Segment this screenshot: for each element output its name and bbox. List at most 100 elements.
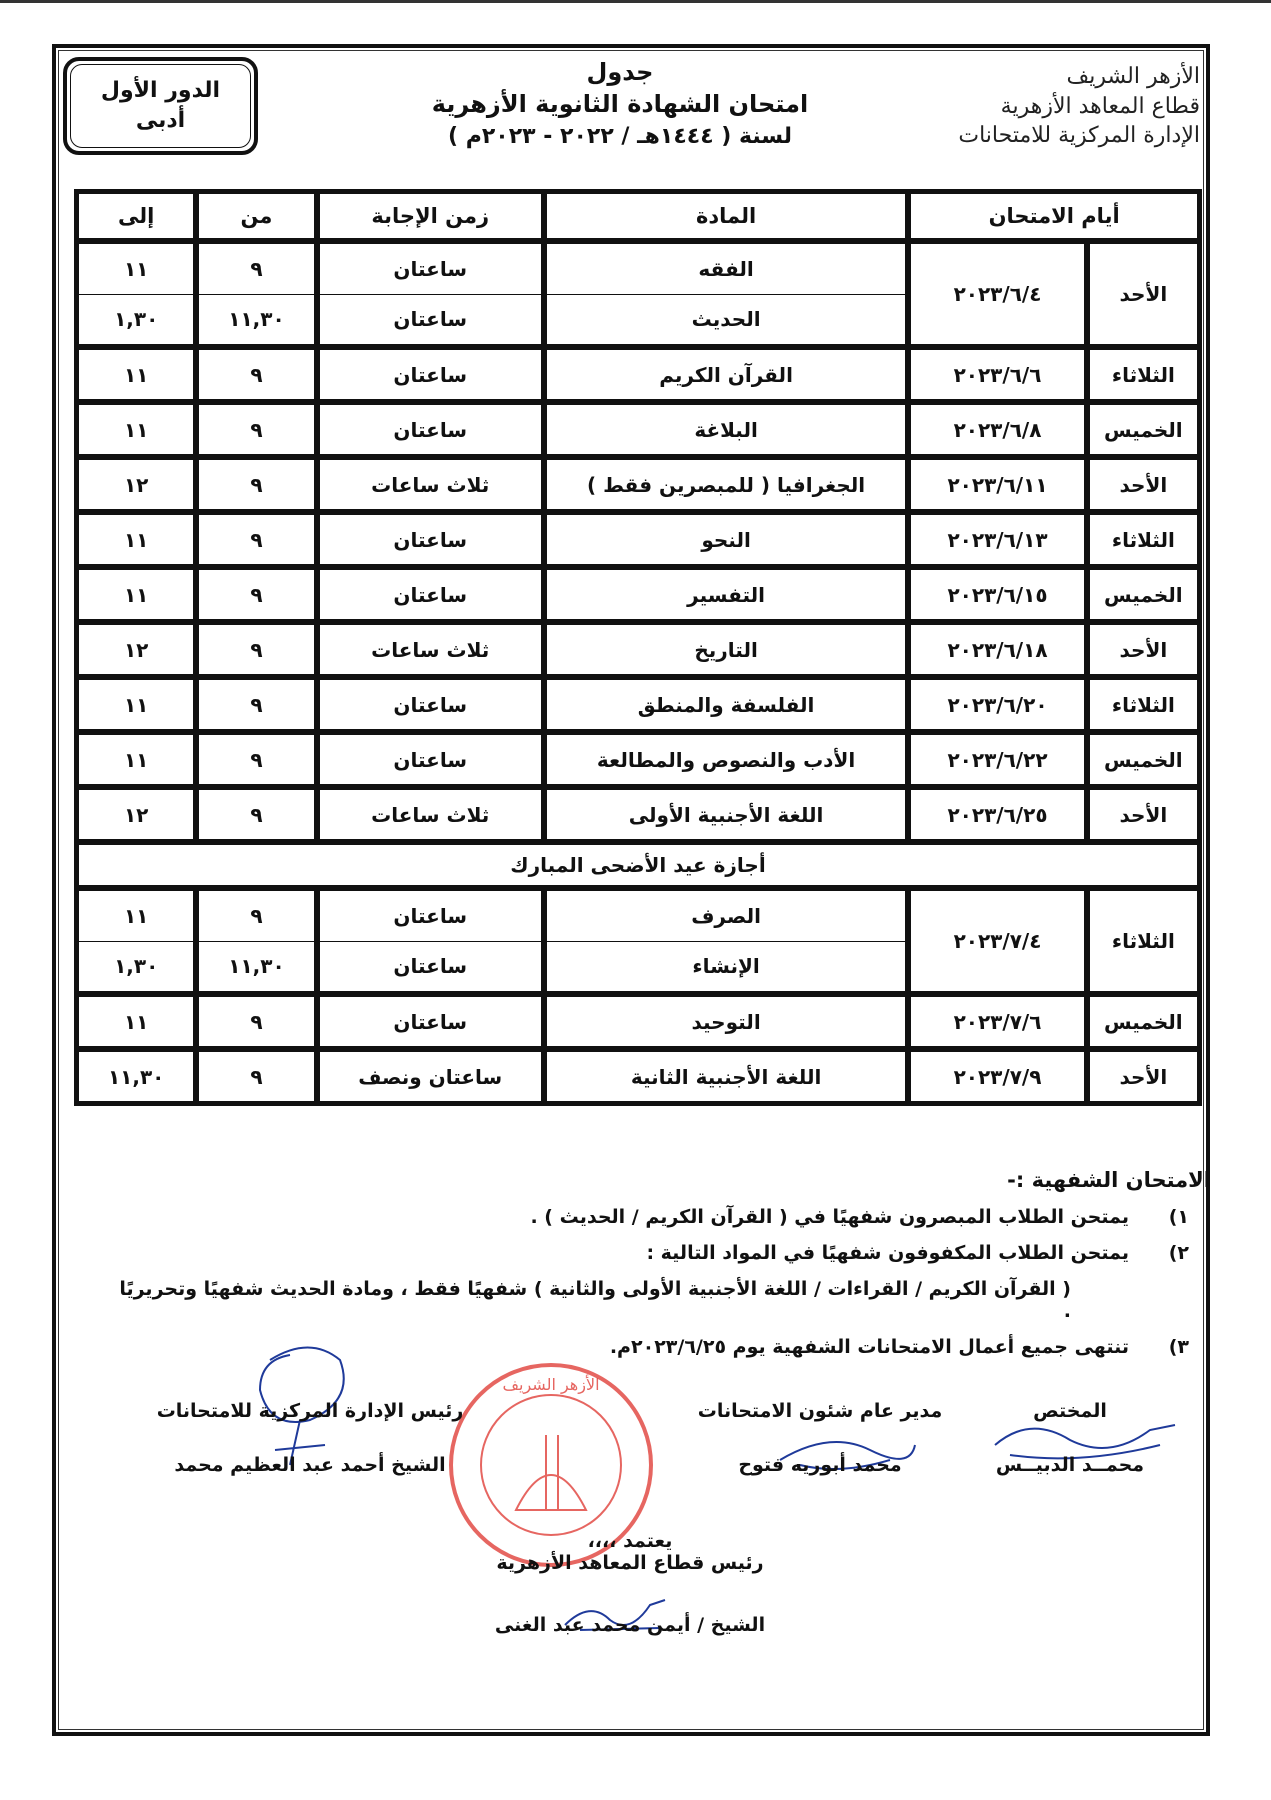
subject-session: الإنشاء bbox=[546, 940, 906, 992]
to-cell: ١٢ bbox=[78, 624, 195, 675]
from-cell-text: ٩ bbox=[250, 1009, 263, 1034]
subject-cell-text: الجغرافيا ( للمبصرين فقط ) bbox=[587, 472, 866, 497]
to-cell: ١١ bbox=[78, 734, 195, 785]
day-cell: الأحد bbox=[1088, 789, 1198, 840]
to-cell-text: ١٢ bbox=[123, 472, 149, 497]
duration-cell-text: ساعتان bbox=[393, 362, 468, 387]
subject-cell: اللغة الأجنبية الثانية bbox=[545, 1051, 907, 1102]
day-cell-text: الأحد bbox=[1119, 1064, 1168, 1089]
table-row: الخميس ٢٠٢٣/٦/٨ البلاغة ساعتان ٩ ١١ bbox=[78, 404, 1198, 455]
header-duration: زمن الإجابة bbox=[318, 193, 542, 239]
from-text: ١١,٣٠ bbox=[228, 307, 285, 332]
from-cell-text: ٩ bbox=[250, 362, 263, 387]
official-stamp: الأزهر الشريف bbox=[449, 1363, 653, 1567]
subject-cell-text: النحو bbox=[701, 527, 751, 552]
from-cell: ٩ ١١,٣٠ bbox=[198, 243, 315, 345]
duration-cell-text: ساعتان bbox=[393, 747, 468, 772]
duration-cell-text: ساعتان bbox=[393, 1009, 468, 1034]
to-session: ١١ bbox=[79, 244, 193, 294]
to-session: ١,٣٠ bbox=[79, 940, 194, 992]
session-label: الدور الأول bbox=[100, 78, 221, 104]
note-item: ٢) يمتحن الطلاب المكفوفون شفهيًا في الموا… bbox=[111, 1242, 1211, 1264]
duration-cell: ساعتان ساعتان bbox=[318, 243, 542, 345]
subject-text: الصرف bbox=[691, 903, 761, 928]
logo-line: الأزهر الشريف bbox=[1066, 64, 1201, 89]
subject-cell: اللغة الأجنبية الأولى bbox=[545, 789, 907, 840]
date-cell-text: ٢٠٢٣/٧/٤ bbox=[953, 929, 1042, 953]
date-cell: ٢٠٢٣/٦/١١ bbox=[910, 459, 1085, 510]
signer-role: رئيس قطاع المعاهد الأزهرية bbox=[496, 1552, 764, 1574]
to-cell-text: ١١ bbox=[123, 582, 149, 607]
table-row: الأحد ٢٠٢٣/٦/٢٥ اللغة الأجنبية الأولى ثلاث … bbox=[78, 789, 1198, 840]
signature-block-head-central: رئيس الإدارة المركزية للامتحانات الشيخ أ… bbox=[150, 1400, 470, 1476]
from-cell: ٩ bbox=[198, 734, 315, 785]
from-cell: ٩ bbox=[198, 404, 315, 455]
signer-name: محمــد الدبيــس bbox=[995, 1454, 1145, 1476]
from-session: ٩ bbox=[199, 891, 313, 941]
from-session: ٩ bbox=[199, 244, 313, 294]
subject-session: الحديث bbox=[546, 293, 906, 345]
to-cell: ١١ bbox=[78, 349, 195, 400]
day-cell: الخميس bbox=[1088, 569, 1198, 620]
holiday-cell: أجازة عيد الأضحى المبارك bbox=[78, 844, 1198, 886]
duration-cell: ثلاث ساعات bbox=[318, 459, 542, 510]
page-frame bbox=[52, 44, 1210, 1736]
signer-role: مدير عام شئون الامتحانات bbox=[697, 1400, 943, 1422]
title-line-2: امتحان الشهادة الثانوية الأزهرية bbox=[431, 90, 809, 118]
subject-cell-text: اللغة الأجنبية الثانية bbox=[630, 1064, 822, 1089]
signature-block-approval: يعتمد ،،،، رئيس قطاع المعاهد الأزهرية ال… bbox=[480, 1530, 780, 1636]
duration-cell: ساعتان bbox=[318, 349, 542, 400]
duration-session: ساعتان bbox=[320, 244, 541, 294]
to-cell: ١١ bbox=[78, 514, 195, 565]
from-cell-text: ٩ bbox=[250, 527, 263, 552]
to-cell: ١٢ bbox=[78, 459, 195, 510]
duration-cell-text: ساعتان bbox=[393, 692, 468, 717]
table-row: الثلاثاء ٢٠٢٣/٧/٤ الصرف الإنشاء ساعتان ساعتان… bbox=[78, 890, 1198, 992]
to-cell-text: ١١ bbox=[123, 692, 149, 717]
duration-cell-text: ثلاث ساعات bbox=[371, 637, 490, 662]
date-cell-text: ٢٠٢٣/٦/٢٥ bbox=[947, 802, 1048, 827]
note-detail: ( القرآن الكريم / القراءات / اللغة الأجن… bbox=[119, 1278, 1071, 1322]
subject-cell: البلاغة bbox=[545, 404, 907, 455]
duration-text: ساعتان bbox=[393, 256, 468, 281]
holiday-row: أجازة عيد الأضحى المبارك bbox=[78, 844, 1198, 886]
table-row: الثلاثاء ٢٠٢٣/٦/٦ القرآن الكريم ساعتان ٩ ١١ bbox=[78, 349, 1198, 400]
from-session: ١١,٣٠ bbox=[199, 940, 314, 992]
day-cell-text: الثلاثاء bbox=[1111, 692, 1175, 717]
date-cell-text: ٢٠٢٣/٦/٢٢ bbox=[947, 747, 1048, 772]
duration-cell: ساعتان bbox=[318, 569, 542, 620]
day-cell-text: الأحد bbox=[1119, 802, 1168, 827]
day-cell-text: الخميس bbox=[1104, 582, 1183, 607]
scan-edge bbox=[0, 0, 1271, 3]
table-row: الأحد ٢٠٢٣/٦/١٨ التاريخ ثلاث ساعات ٩ ١٢ bbox=[78, 624, 1198, 675]
duration-cell: ساعتان bbox=[318, 996, 542, 1047]
table-row: الأحد ٢٠٢٣/٦/١١ الجغرافيا ( للمبصرين فقط )… bbox=[78, 459, 1198, 510]
subject-cell-text: التوحيد bbox=[691, 1009, 761, 1034]
from-cell: ٩ bbox=[198, 679, 315, 730]
oral-exam-notes: الامتحان الشفهية :- ١) يمتحن الطلاب المبص… bbox=[111, 1168, 1211, 1372]
title-line-1: جدول bbox=[586, 58, 654, 86]
day-cell: الأحد bbox=[1088, 459, 1198, 510]
signer-name: الشيخ أحمد عبد العظيم محمد bbox=[174, 1454, 446, 1476]
to-text: ١,٣٠ bbox=[114, 954, 159, 979]
note-number: ١) bbox=[1168, 1206, 1189, 1228]
date-cell: ٢٠٢٣/٦/٢٥ bbox=[910, 789, 1085, 840]
day-cell-text: الثلاثاء bbox=[1111, 929, 1175, 953]
date-cell-text: ٢٠٢٣/٦/١١ bbox=[947, 472, 1048, 497]
subject-cell-text: الفلسفة والمنطق bbox=[637, 692, 815, 717]
from-cell: ٩ bbox=[198, 996, 315, 1047]
date-cell-text: ٢٠٢٣/٦/٤ bbox=[953, 282, 1042, 306]
to-cell-text: ١١ bbox=[123, 747, 149, 772]
date-cell-text: ٢٠٢٣/٧/٩ bbox=[953, 1064, 1042, 1089]
to-cell: ١١ bbox=[78, 569, 195, 620]
from-cell: ٩ ١١,٣٠ bbox=[198, 890, 315, 992]
date-cell: ٢٠٢٣/٦/٢٠ bbox=[910, 679, 1085, 730]
duration-text: ساعتان bbox=[393, 307, 468, 332]
duration-cell: ساعتان ونصف bbox=[318, 1051, 542, 1102]
exam-schedule-table: أيام الامتحان المادة زمن الإجابة من إلى … bbox=[74, 189, 1202, 1106]
from-cell: ٩ bbox=[198, 624, 315, 675]
from-cell: ٩ bbox=[198, 1051, 315, 1102]
from-text: ٩ bbox=[250, 256, 263, 281]
signature-director bbox=[779, 1441, 916, 1470]
date-cell-text: ٢٠٢٣/٦/١٣ bbox=[947, 527, 1048, 552]
